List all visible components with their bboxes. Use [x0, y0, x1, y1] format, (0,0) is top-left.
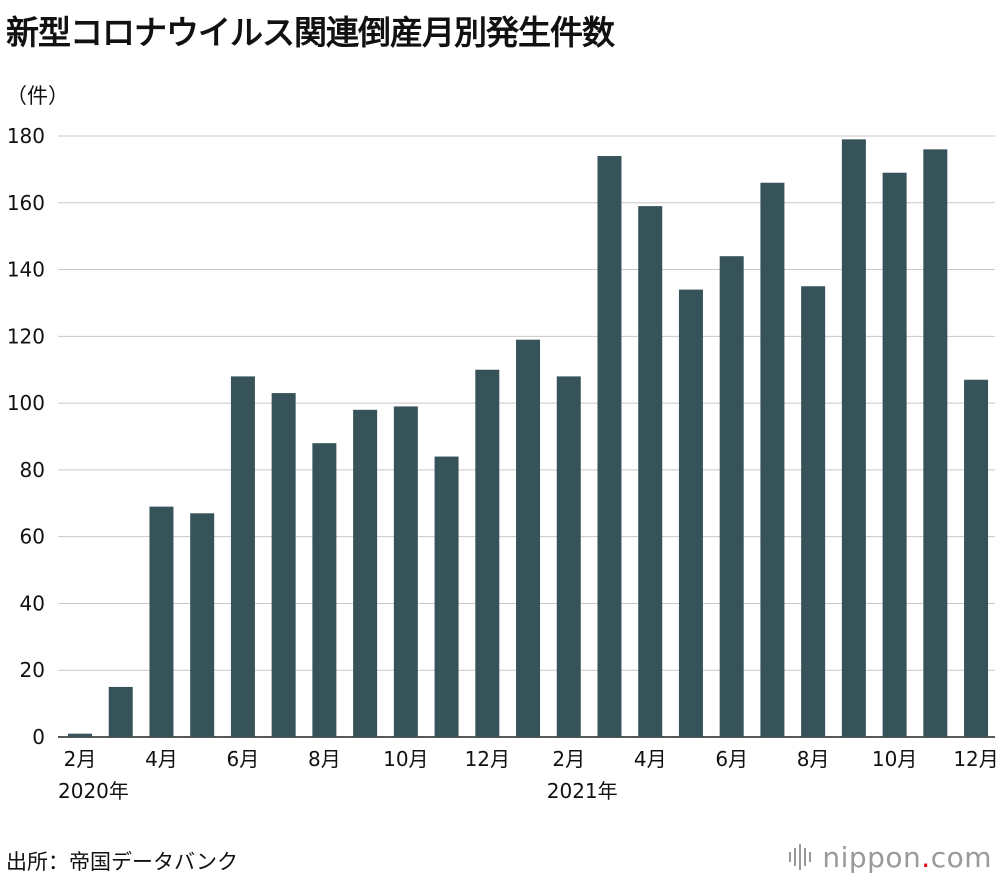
bar-2021-04: [638, 206, 663, 737]
y-tick-label: 140: [7, 258, 45, 282]
x-tick-label: 2月: [552, 747, 585, 771]
bar-2020-11: [434, 456, 459, 737]
source-note: 出所：帝国データバンク: [6, 850, 239, 874]
logo-dot: .: [921, 840, 931, 874]
bar-2021-08: [801, 286, 826, 737]
y-tick-label: 100: [7, 391, 45, 415]
x-tick-label: 6月: [715, 747, 748, 771]
x-tick-label: 8月: [308, 747, 341, 771]
y-tick-label: 180: [7, 124, 45, 148]
y-tick-label: 40: [20, 591, 45, 615]
bar-2020-09: [353, 409, 378, 737]
y-tick-label: 60: [20, 525, 45, 549]
x-tick-label: 4月: [145, 747, 178, 771]
bar-2021-06: [719, 256, 744, 737]
y-tick-label: 160: [7, 191, 45, 215]
bar-2020-02: [68, 733, 92, 737]
y-tick-label: 120: [7, 324, 45, 348]
x-tick-label: 10月: [872, 747, 917, 771]
y-tick-label: 0: [32, 725, 45, 749]
bar-2021-09: [841, 139, 866, 738]
y-tick-label: 20: [20, 658, 45, 682]
x-year-label: 2020年: [58, 779, 129, 803]
bar-2020-12: [475, 369, 500, 737]
x-tick-label: 8月: [797, 747, 830, 771]
bar-2021-10: [882, 172, 907, 737]
bar-2021-11: [923, 149, 948, 737]
bars: [68, 139, 989, 738]
x-tick-label: 12月: [465, 747, 510, 771]
bar-2021-07: [760, 182, 785, 737]
bar-2020-04: [149, 506, 174, 737]
bar-2020-07: [271, 393, 296, 737]
bar-2020-08: [312, 443, 337, 737]
bar-2021-03: [597, 156, 622, 738]
y-tick-label: 80: [20, 458, 45, 482]
nippon-logo: nippon.com: [789, 840, 992, 874]
x-tick-label: 2月: [64, 747, 97, 771]
bar-2021-01: [516, 339, 541, 737]
logo-tld: com: [930, 840, 992, 874]
x-year-label: 2021年: [547, 779, 618, 803]
x-tick-label: 10月: [383, 747, 428, 771]
bar-2021-12: [964, 379, 989, 737]
x-axis-tick-labels: 2月 4月 6月 8月 10月 12月 2月 4月 6月 8月 10月 12月 2020年 2021年: [58, 747, 999, 803]
chart-title: 新型コロナウイルス関連倒産月別発生件数: [6, 13, 615, 52]
y-axis-tick-labels: 0 20 40 60 80 100 120 140 160 180: [7, 124, 45, 749]
bar-2021-02: [556, 376, 581, 737]
x-tick-label: 12月: [953, 747, 998, 771]
bar-2020-05: [190, 513, 215, 737]
bar-2021-05: [678, 289, 703, 737]
bar-2020-03: [108, 686, 133, 737]
sound-bars-icon: [789, 844, 814, 870]
x-tick-label: 4月: [634, 747, 667, 771]
y-axis-unit-label: （件）: [6, 84, 69, 108]
x-tick-label: 6月: [227, 747, 260, 771]
bar-2020-06: [230, 376, 255, 737]
logo-name: nippon: [822, 840, 922, 874]
bar-2020-10: [393, 406, 418, 737]
